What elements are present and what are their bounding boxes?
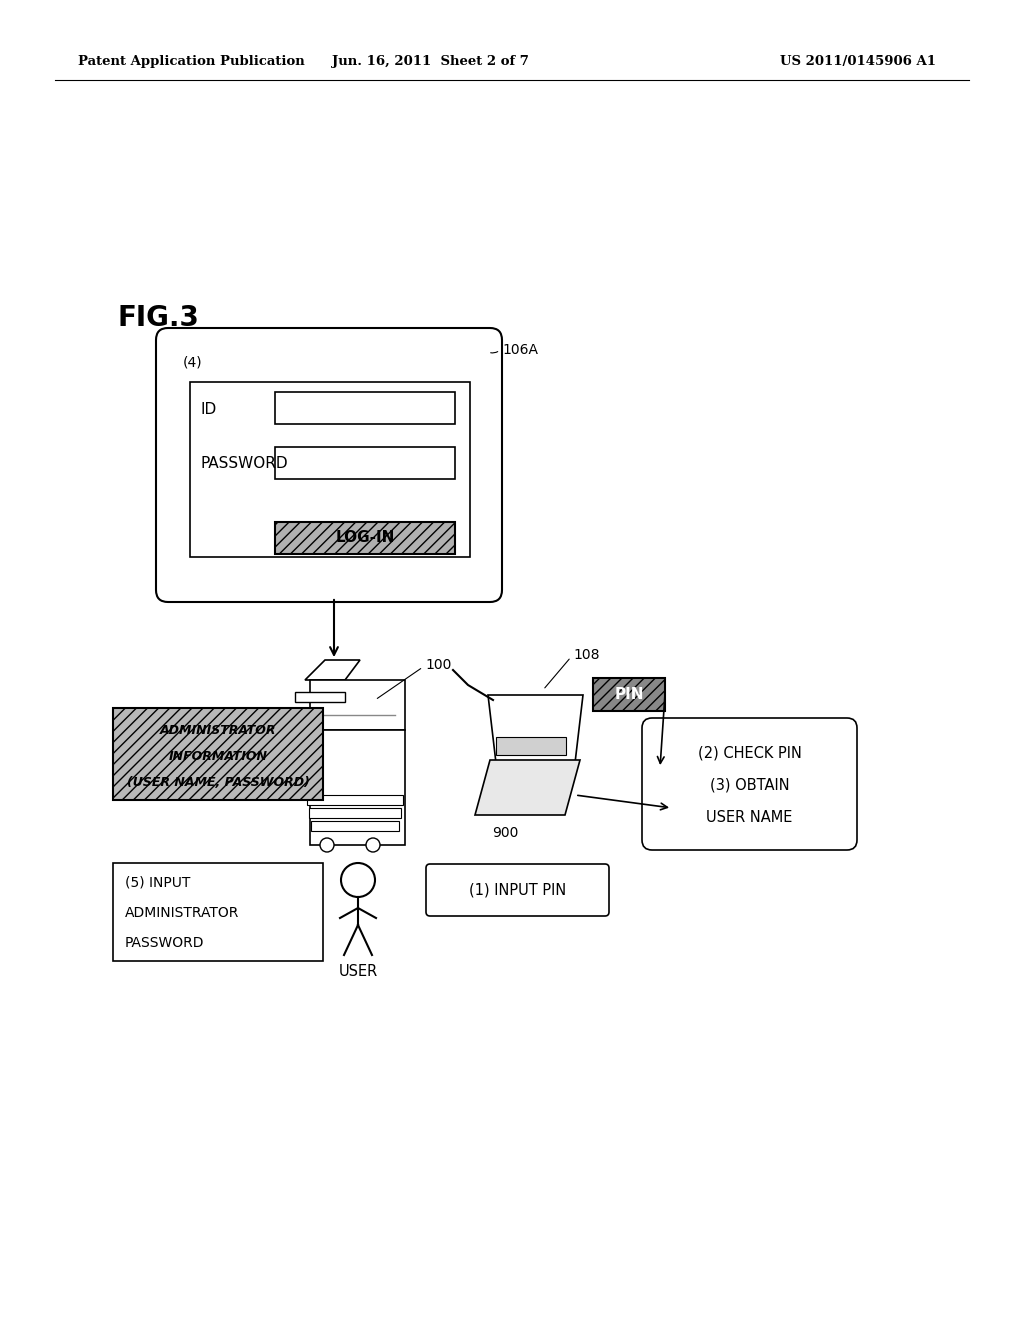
Text: PIN: PIN <box>614 686 644 702</box>
Bar <box>275 392 455 424</box>
Text: PASSWORD: PASSWORD <box>125 936 205 950</box>
Circle shape <box>341 863 375 898</box>
Text: USER NAME: USER NAME <box>707 809 793 825</box>
Polygon shape <box>488 696 583 780</box>
Text: (USER NAME, PASSWORD): (USER NAME, PASSWORD) <box>127 776 309 788</box>
Polygon shape <box>305 660 360 680</box>
Bar <box>311 821 399 832</box>
Text: PASSWORD: PASSWORD <box>200 457 288 471</box>
Text: (4): (4) <box>183 355 203 370</box>
Text: (1) INPUT PIN: (1) INPUT PIN <box>469 883 566 898</box>
Bar <box>496 737 566 755</box>
Text: INFORMATION: INFORMATION <box>169 750 267 763</box>
FancyBboxPatch shape <box>642 718 857 850</box>
Text: ADMINISTRATOR: ADMINISTRATOR <box>125 906 240 920</box>
Polygon shape <box>475 760 580 814</box>
Bar <box>275 521 455 554</box>
Text: 106A: 106A <box>502 343 538 356</box>
Text: Patent Application Publication: Patent Application Publication <box>78 55 305 69</box>
Text: 900: 900 <box>492 826 518 840</box>
Bar <box>310 730 406 845</box>
Text: USER: USER <box>338 965 378 979</box>
Text: 100: 100 <box>425 657 452 672</box>
Text: Jun. 16, 2011  Sheet 2 of 7: Jun. 16, 2011 Sheet 2 of 7 <box>332 55 528 69</box>
Bar <box>307 795 403 805</box>
Text: US 2011/0145906 A1: US 2011/0145906 A1 <box>780 55 936 69</box>
Circle shape <box>319 838 334 851</box>
Bar <box>113 708 323 800</box>
Text: LOG-IN: LOG-IN <box>335 531 394 545</box>
Bar <box>113 863 323 961</box>
Bar <box>593 678 665 711</box>
Text: (3) OBTAIN: (3) OBTAIN <box>710 777 790 792</box>
Circle shape <box>366 838 380 851</box>
Text: 108: 108 <box>573 648 599 663</box>
Bar <box>310 680 406 730</box>
Text: (5) INPUT: (5) INPUT <box>125 876 190 890</box>
Polygon shape <box>295 692 345 702</box>
Text: (2) CHECK PIN: (2) CHECK PIN <box>697 746 802 760</box>
Bar <box>275 447 455 479</box>
Text: ADMINISTRATOR: ADMINISTRATOR <box>160 723 276 737</box>
Text: FIG.3: FIG.3 <box>118 304 200 333</box>
FancyBboxPatch shape <box>156 327 502 602</box>
FancyBboxPatch shape <box>426 865 609 916</box>
Text: ID: ID <box>200 403 216 417</box>
Bar <box>309 808 401 818</box>
Bar <box>190 381 470 557</box>
